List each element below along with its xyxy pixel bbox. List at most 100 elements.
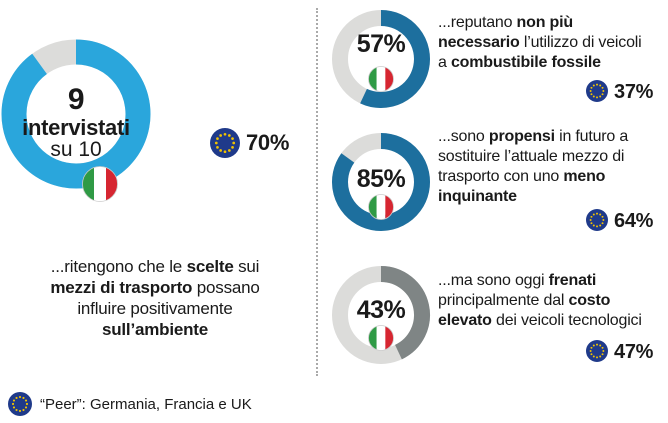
donut-2-eu-percentage: 64% — [614, 210, 654, 232]
description-line: principalmente dal costo — [438, 291, 663, 311]
donut-2-percentage: 85% — [356, 165, 406, 193]
flag-green-stripe — [368, 66, 377, 92]
eu-flag-disc — [586, 80, 608, 102]
donut-chart-1 — [332, 10, 430, 108]
eu-star — [601, 93, 604, 96]
eu-star — [12, 399, 16, 402]
eu-star — [592, 224, 595, 227]
main-donut-group: 9 intervistati su 10 70% ...ritengono ch… — [0, 0, 310, 340]
description-bold-text: elevato — [438, 312, 492, 329]
flag-green-stripe — [82, 166, 94, 202]
description-line: inquinante — [438, 187, 663, 207]
eu-star — [232, 141, 236, 145]
eu-star — [24, 406, 28, 409]
italy-flag-icon — [368, 325, 394, 351]
eu-star — [596, 83, 598, 86]
eu-star — [22, 396, 25, 400]
description-bold-text: scelte — [186, 257, 234, 276]
eu-star — [602, 90, 605, 92]
eu-star — [599, 224, 602, 227]
description-bold-text: costo — [568, 292, 611, 309]
eu-star — [596, 225, 598, 228]
donut-3-percentage: 43% — [356, 296, 406, 324]
flag-white-stripe — [376, 194, 386, 220]
donut-1-percentage: 57% — [356, 30, 406, 58]
eu-star — [601, 222, 604, 225]
description-line: necessario l’utilizzo di veicoli — [438, 33, 663, 53]
eu-star — [592, 95, 595, 98]
eu-star — [589, 90, 592, 92]
donut-2-description: ...sono propensi in futuro a sostituire l… — [438, 127, 663, 207]
donut-3-description: ...ma sono oggi frenati principalmente da… — [438, 271, 663, 331]
footer-legend: “Peer”: Germania, Francia e UK — [8, 392, 308, 418]
description-bold-text: necessario — [438, 34, 520, 51]
description-text: sostituire l’attuale mezzo di — [438, 148, 625, 165]
flag-white-stripe — [94, 166, 106, 202]
description-bold-text: non più — [516, 14, 574, 31]
description-text: ...sono — [438, 128, 489, 145]
eu-star — [590, 222, 593, 225]
eu-star — [601, 353, 604, 356]
eu-star — [599, 213, 602, 216]
eu-flag-icon — [586, 80, 608, 102]
description-text: principalmente dal — [438, 292, 569, 309]
eu-star — [592, 355, 595, 358]
eu-star — [216, 137, 219, 140]
main-donut-number: 9 — [67, 83, 85, 116]
eu-star — [590, 93, 593, 96]
description-text: influire positivamente — [77, 299, 233, 318]
description-text: a — [438, 54, 451, 71]
eu-star — [18, 395, 22, 399]
description-line: ...reputano non più — [438, 13, 663, 33]
eu-star — [601, 86, 604, 89]
eu-star — [219, 134, 222, 137]
description-bold-text: sull’ambiente — [101, 320, 209, 339]
flag-green-stripe — [368, 325, 377, 351]
description-line: sull’ambiente — [20, 319, 290, 340]
description-line: ...sono propensi in futuro a — [438, 127, 663, 147]
flag-red-stripe — [385, 325, 394, 351]
eu-star — [228, 134, 231, 137]
flag-green-stripe — [368, 194, 377, 220]
donut-2-value-arc — [332, 133, 430, 231]
description-line: ...ma sono oggi frenati — [438, 271, 663, 291]
description-line: trasporto con uno meno — [438, 167, 663, 187]
eu-star — [596, 343, 598, 346]
description-line: sostituire l’attuale mezzo di — [438, 147, 663, 167]
main-donut-label: intervistati — [22, 115, 130, 140]
eu-flag-icon — [586, 209, 608, 231]
eu-star — [599, 355, 602, 358]
description-text: trasporto con uno — [438, 168, 564, 185]
stat-row-1: 57% ...reputano non più necessario l’util… — [330, 0, 668, 125]
eu-star — [590, 86, 593, 89]
stat-row-2: 85% ...sono propensi in futuro a sostitui… — [330, 125, 668, 255]
eu-star — [596, 212, 598, 215]
description-line: elevato dei veicoli tecnologici — [438, 311, 663, 331]
stat-row-3: 43% ...ma sono oggi frenati principalment… — [330, 258, 668, 388]
eu-flag-disc — [8, 392, 32, 416]
eu-star — [22, 408, 25, 412]
flag-red-stripe — [385, 66, 394, 92]
eu-star — [214, 141, 218, 145]
eu-star — [223, 132, 227, 136]
eu-star — [599, 95, 602, 98]
eu-star — [24, 399, 28, 402]
description-bold-text: frenati — [548, 272, 597, 289]
eu-star — [590, 346, 593, 349]
eu-star — [231, 146, 234, 149]
eu-star — [599, 84, 602, 87]
eu-star — [592, 213, 595, 216]
description-text: l’utilizzo di veicoli — [519, 34, 642, 51]
eu-star — [219, 149, 222, 152]
description-text: possano — [192, 278, 260, 297]
donut-1-value-arc — [360, 10, 430, 108]
footer-note: “Peer”: Germania, Francia e UK — [40, 396, 252, 413]
description-line: mezzi di trasporto possano — [20, 277, 290, 298]
section-divider — [316, 8, 318, 376]
description-text: ...ritengono che le — [50, 257, 187, 276]
eu-star — [15, 408, 18, 412]
description-line: a combustibile fossile — [438, 53, 663, 73]
eu-star — [216, 146, 219, 149]
description-bold-text: mezzi di trasporto — [50, 278, 193, 297]
description-line: ...ritengono che le scelte sui — [20, 256, 290, 277]
